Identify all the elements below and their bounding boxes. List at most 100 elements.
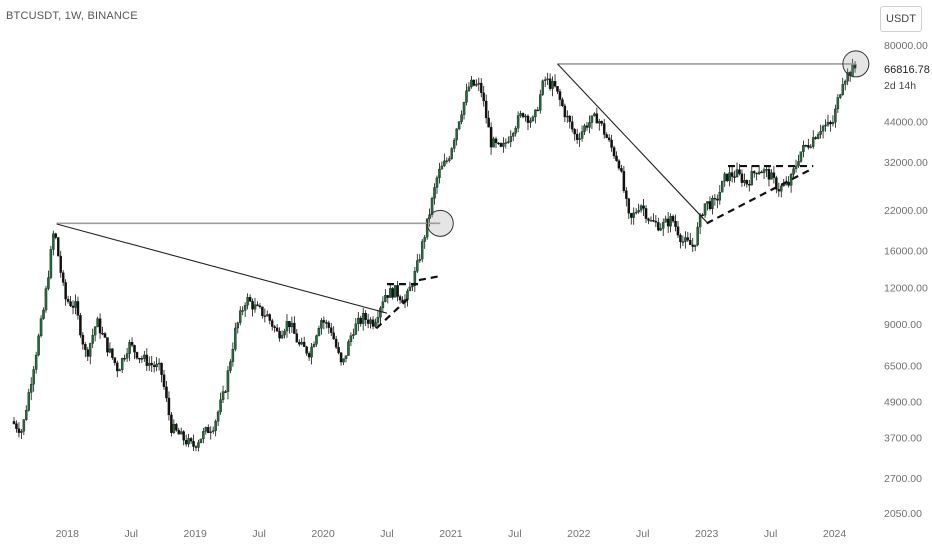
- candle: [548, 73, 552, 91]
- candle-body: [298, 342, 301, 345]
- candle: [148, 356, 151, 372]
- candle: [657, 217, 660, 232]
- candle: [607, 134, 611, 142]
- currency-button[interactable]: USDT: [880, 6, 922, 32]
- candle: [772, 165, 776, 184]
- candle-body: [199, 438, 203, 443]
- candle-body: [192, 441, 195, 447]
- candle: [84, 342, 87, 358]
- candle: [37, 333, 40, 357]
- candle: [357, 312, 360, 332]
- candle: [393, 285, 397, 298]
- candle-body: [182, 431, 185, 441]
- candle: [172, 419, 176, 434]
- candle: [568, 115, 572, 129]
- candle: [364, 310, 367, 326]
- candle: [74, 294, 77, 315]
- candle: [241, 306, 244, 316]
- candle-body: [728, 172, 731, 182]
- candle: [184, 434, 188, 447]
- candle: [209, 426, 212, 440]
- candle: [750, 165, 754, 186]
- candle: [91, 328, 94, 348]
- time-axis[interactable]: 2018 Jul 2019 Jul 2020 Jul 2021 Jul 2022 Jul 2023 J…: [56, 528, 847, 540]
- candle-body: [413, 271, 417, 286]
- candle-body: [179, 431, 183, 435]
- candle-body: [541, 80, 544, 95]
- candle-body: [34, 354, 38, 370]
- candle: [42, 307, 45, 320]
- candle-body: [128, 342, 131, 354]
- candle-body: [354, 323, 358, 335]
- candle-body: [492, 138, 495, 148]
- candle-body: [477, 82, 481, 85]
- candle-body: [57, 237, 60, 257]
- candle-body: [143, 354, 146, 359]
- candle: [128, 339, 131, 361]
- candle: [693, 244, 697, 252]
- candle-body: [757, 171, 761, 174]
- candle-body: [44, 288, 48, 311]
- price-tick-label: 16000.00: [884, 246, 928, 258]
- candle-body: [516, 115, 520, 129]
- candle: [509, 130, 513, 148]
- candle-body: [86, 349, 90, 357]
- candle: [573, 127, 576, 141]
- candle-body: [241, 310, 244, 312]
- candle-body: [71, 305, 75, 308]
- candle-body: [740, 173, 744, 183]
- candle-body: [524, 115, 527, 118]
- time-tick-label: Jul: [508, 528, 521, 540]
- candle-body: [780, 185, 783, 192]
- candle: [519, 110, 522, 118]
- candle: [145, 348, 149, 371]
- candle-body: [593, 113, 596, 116]
- candle: [748, 179, 751, 192]
- candle: [116, 360, 119, 378]
- candle: [197, 439, 200, 452]
- candle-body: [814, 137, 817, 139]
- candle: [270, 318, 274, 331]
- candle: [133, 344, 136, 360]
- candle-body: [846, 72, 849, 82]
- candle-body: [25, 410, 28, 420]
- candle: [475, 79, 478, 87]
- candle: [531, 115, 535, 122]
- candle-body: [479, 82, 483, 93]
- candle: [482, 85, 485, 107]
- price-axis[interactable]: 80000.00 44000.00 32000.00 22000.00 16000.00…: [884, 40, 928, 520]
- price-tick-label: 2050.00: [884, 508, 922, 520]
- candle-body: [106, 337, 109, 353]
- candle: [278, 327, 281, 342]
- candle-body: [563, 105, 567, 118]
- candle-body: [775, 177, 778, 190]
- candle-body: [561, 99, 564, 107]
- candle: [671, 214, 675, 223]
- candle: [76, 296, 80, 320]
- candle-body: [130, 342, 134, 346]
- candle-body: [376, 316, 380, 323]
- candle-body: [617, 160, 621, 169]
- candle: [120, 357, 124, 373]
- candle-body: [521, 113, 525, 118]
- candle-body: [829, 121, 832, 125]
- candle-body: [369, 319, 372, 324]
- candle-body: [29, 384, 33, 393]
- candle: [79, 312, 82, 338]
- candle: [593, 112, 596, 117]
- candle-body: [511, 133, 515, 137]
- candle: [787, 176, 790, 188]
- candle: [32, 366, 35, 392]
- candle-body: [54, 233, 58, 238]
- candle: [310, 342, 313, 365]
- candle: [283, 328, 286, 339]
- candle-body: [59, 255, 62, 273]
- candle-body: [194, 446, 198, 448]
- candle: [347, 339, 350, 356]
- candle-body: [551, 81, 554, 89]
- candle-body: [411, 285, 414, 288]
- candle-body: [652, 220, 655, 222]
- candle-body: [17, 428, 21, 433]
- candle: [334, 335, 338, 350]
